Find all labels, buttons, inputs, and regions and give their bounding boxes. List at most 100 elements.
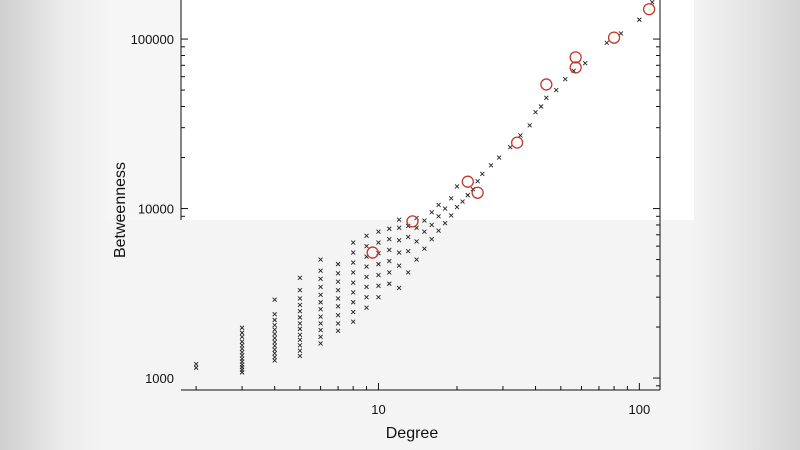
data-point-cross [335,287,341,293]
data-point-cross [318,284,323,290]
data-point-cross [386,236,392,242]
data-point-cross [376,240,381,245]
data-point-cross [396,225,402,231]
data-point-cross [297,337,303,343]
data-point-cross [239,356,245,362]
data-point-cross [429,222,435,228]
axis-ticks [181,38,660,390]
data-point-cross [364,264,369,269]
data-point-cross [386,226,392,232]
data-point-cross [350,290,356,295]
data-point-circle [569,51,582,64]
data-point-cross [335,328,341,334]
x-tick-label: 100 [628,402,650,417]
data-point-cross [193,361,199,367]
data-point-cross [465,192,471,198]
data-point-cross [318,292,323,298]
data-point-cross [272,297,277,302]
x-tick-label: 10 [371,402,385,417]
data-point-cross [297,342,303,348]
data-point-cross [414,239,419,244]
plot-lower-panel [105,220,694,450]
data-point-cross [272,350,277,356]
data-point-cross [297,353,303,359]
data-point-cross [297,326,303,332]
data-point-cross [318,299,323,305]
data-point-cross [364,294,369,300]
data-point-cross [239,339,245,344]
data-point-cross [442,220,448,226]
data-point-cross [405,223,411,229]
data-point-cross [350,299,356,305]
data-point-cross [318,334,323,340]
data-point-cross [335,270,341,276]
data-point-cross [318,314,323,320]
data-point-cross [429,210,435,215]
data-point-cross [272,347,277,352]
data-point-cross [376,261,381,267]
data-point-cross [460,199,465,204]
data-point-circle [642,3,656,16]
y-tick-label: 1000 [145,371,174,386]
data-point-cross [318,327,323,333]
data-point-cross [553,87,559,93]
data-point-cross [422,229,427,235]
data-point-cross [475,178,480,184]
data-point-cross [193,365,199,371]
data-point-cross [422,218,427,223]
data-point-cross [496,155,502,160]
data-point-cross [562,76,568,82]
data-point-cross [396,250,402,255]
data-point-cross [436,202,441,208]
data-point-cross [297,332,303,338]
data-point-cross [335,261,341,267]
data-point-cross [386,258,392,264]
data-point-cross [386,281,392,287]
data-point-cross [533,109,538,115]
data-point-cross [488,162,494,168]
data-point-cross [318,257,323,262]
data-point-cross [272,331,277,337]
data-point-cross [448,195,454,201]
data-point-cross [454,204,460,210]
data-point-cross [272,339,277,345]
data-point-cross [272,354,277,360]
data-point-circle [406,215,419,228]
data-points [193,0,656,375]
data-point-cross [272,327,277,332]
data-point-cross [454,184,460,189]
data-point-cross [414,257,419,262]
data-point-cross [582,60,588,66]
data-point-cross [422,246,427,251]
data-point-cross [405,270,411,275]
data-point-cross [297,348,303,354]
data-point-cross [297,321,303,326]
data-point-cross [350,309,356,315]
data-point-circle [540,78,553,91]
data-point-cross [297,296,303,301]
y-tick-label: 10000 [138,202,174,217]
data-point-cross [448,213,454,218]
y-tick-label: 100000 [131,32,174,47]
data-point-cross [396,217,402,222]
data-point-cross [436,213,441,219]
data-point-cross [318,341,323,346]
data-point-cross [396,237,402,243]
data-point-cross [335,321,341,326]
data-point-cross [544,95,549,101]
data-point-cross [318,276,323,282]
data-point-cross [405,234,411,240]
data-point-cross [436,228,441,234]
tick-labels: 10 100 1000 10000 100000 [131,32,651,417]
data-point-cross [396,285,402,291]
data-point-cross [272,317,277,323]
data-point-cross [335,312,341,318]
data-point-cross [637,17,642,23]
y-axis-title: Betweenness [112,162,129,258]
data-point-cross [396,263,402,269]
data-point-cross [318,268,323,273]
data-point-cross [350,260,356,265]
data-point-cross [364,233,369,239]
data-point-cross [364,305,369,311]
